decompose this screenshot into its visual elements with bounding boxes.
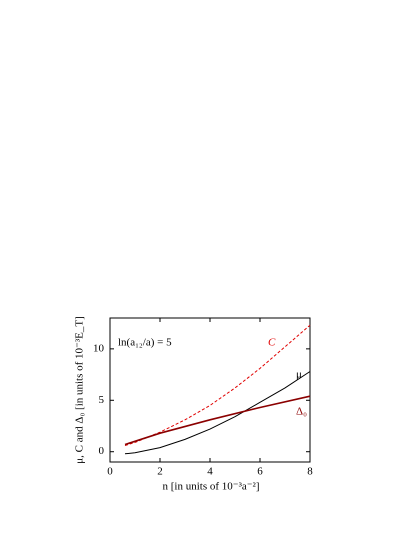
series-line	[124, 371, 311, 455]
series-label: C	[268, 337, 276, 349]
y-tick-label: 10	[93, 342, 105, 354]
y-tick-label: 0	[99, 445, 105, 457]
x-tick-label: 0	[107, 466, 113, 478]
annotation: ln(a₁₂/a) = 5	[118, 337, 172, 349]
y-axis-label: μ, C and Δ₀ [in units of 10⁻³E_T]	[74, 316, 86, 464]
x-tick-label: 4	[207, 466, 213, 478]
series-line	[124, 395, 311, 446]
series-label: μ	[296, 369, 302, 381]
y-tick-label: 5	[99, 394, 105, 406]
x-axis-label: n [in units of 10⁻³a⁻²]	[162, 481, 259, 493]
series-label: Δ₀	[296, 406, 307, 418]
x-tick-label: 6	[257, 466, 263, 478]
x-tick-label: 2	[157, 466, 163, 478]
x-tick-label: 8	[307, 466, 313, 478]
